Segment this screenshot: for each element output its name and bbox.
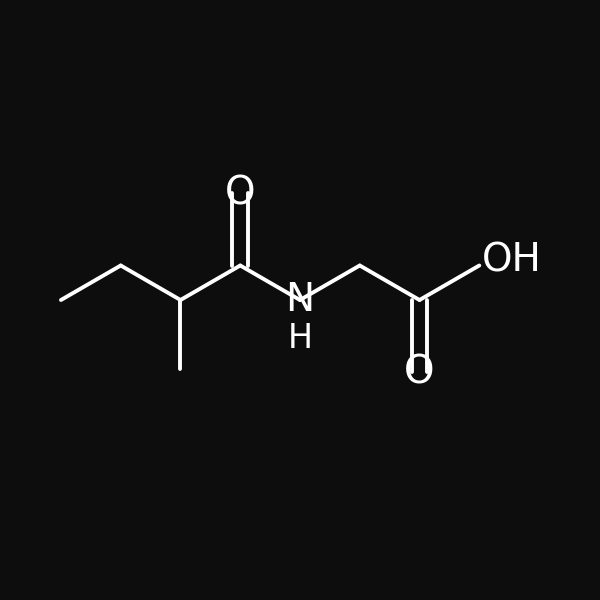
Text: O: O bbox=[404, 353, 435, 391]
Text: OH: OH bbox=[482, 242, 542, 280]
Text: H: H bbox=[287, 323, 313, 355]
Text: O: O bbox=[225, 174, 256, 212]
Text: N: N bbox=[286, 281, 314, 319]
